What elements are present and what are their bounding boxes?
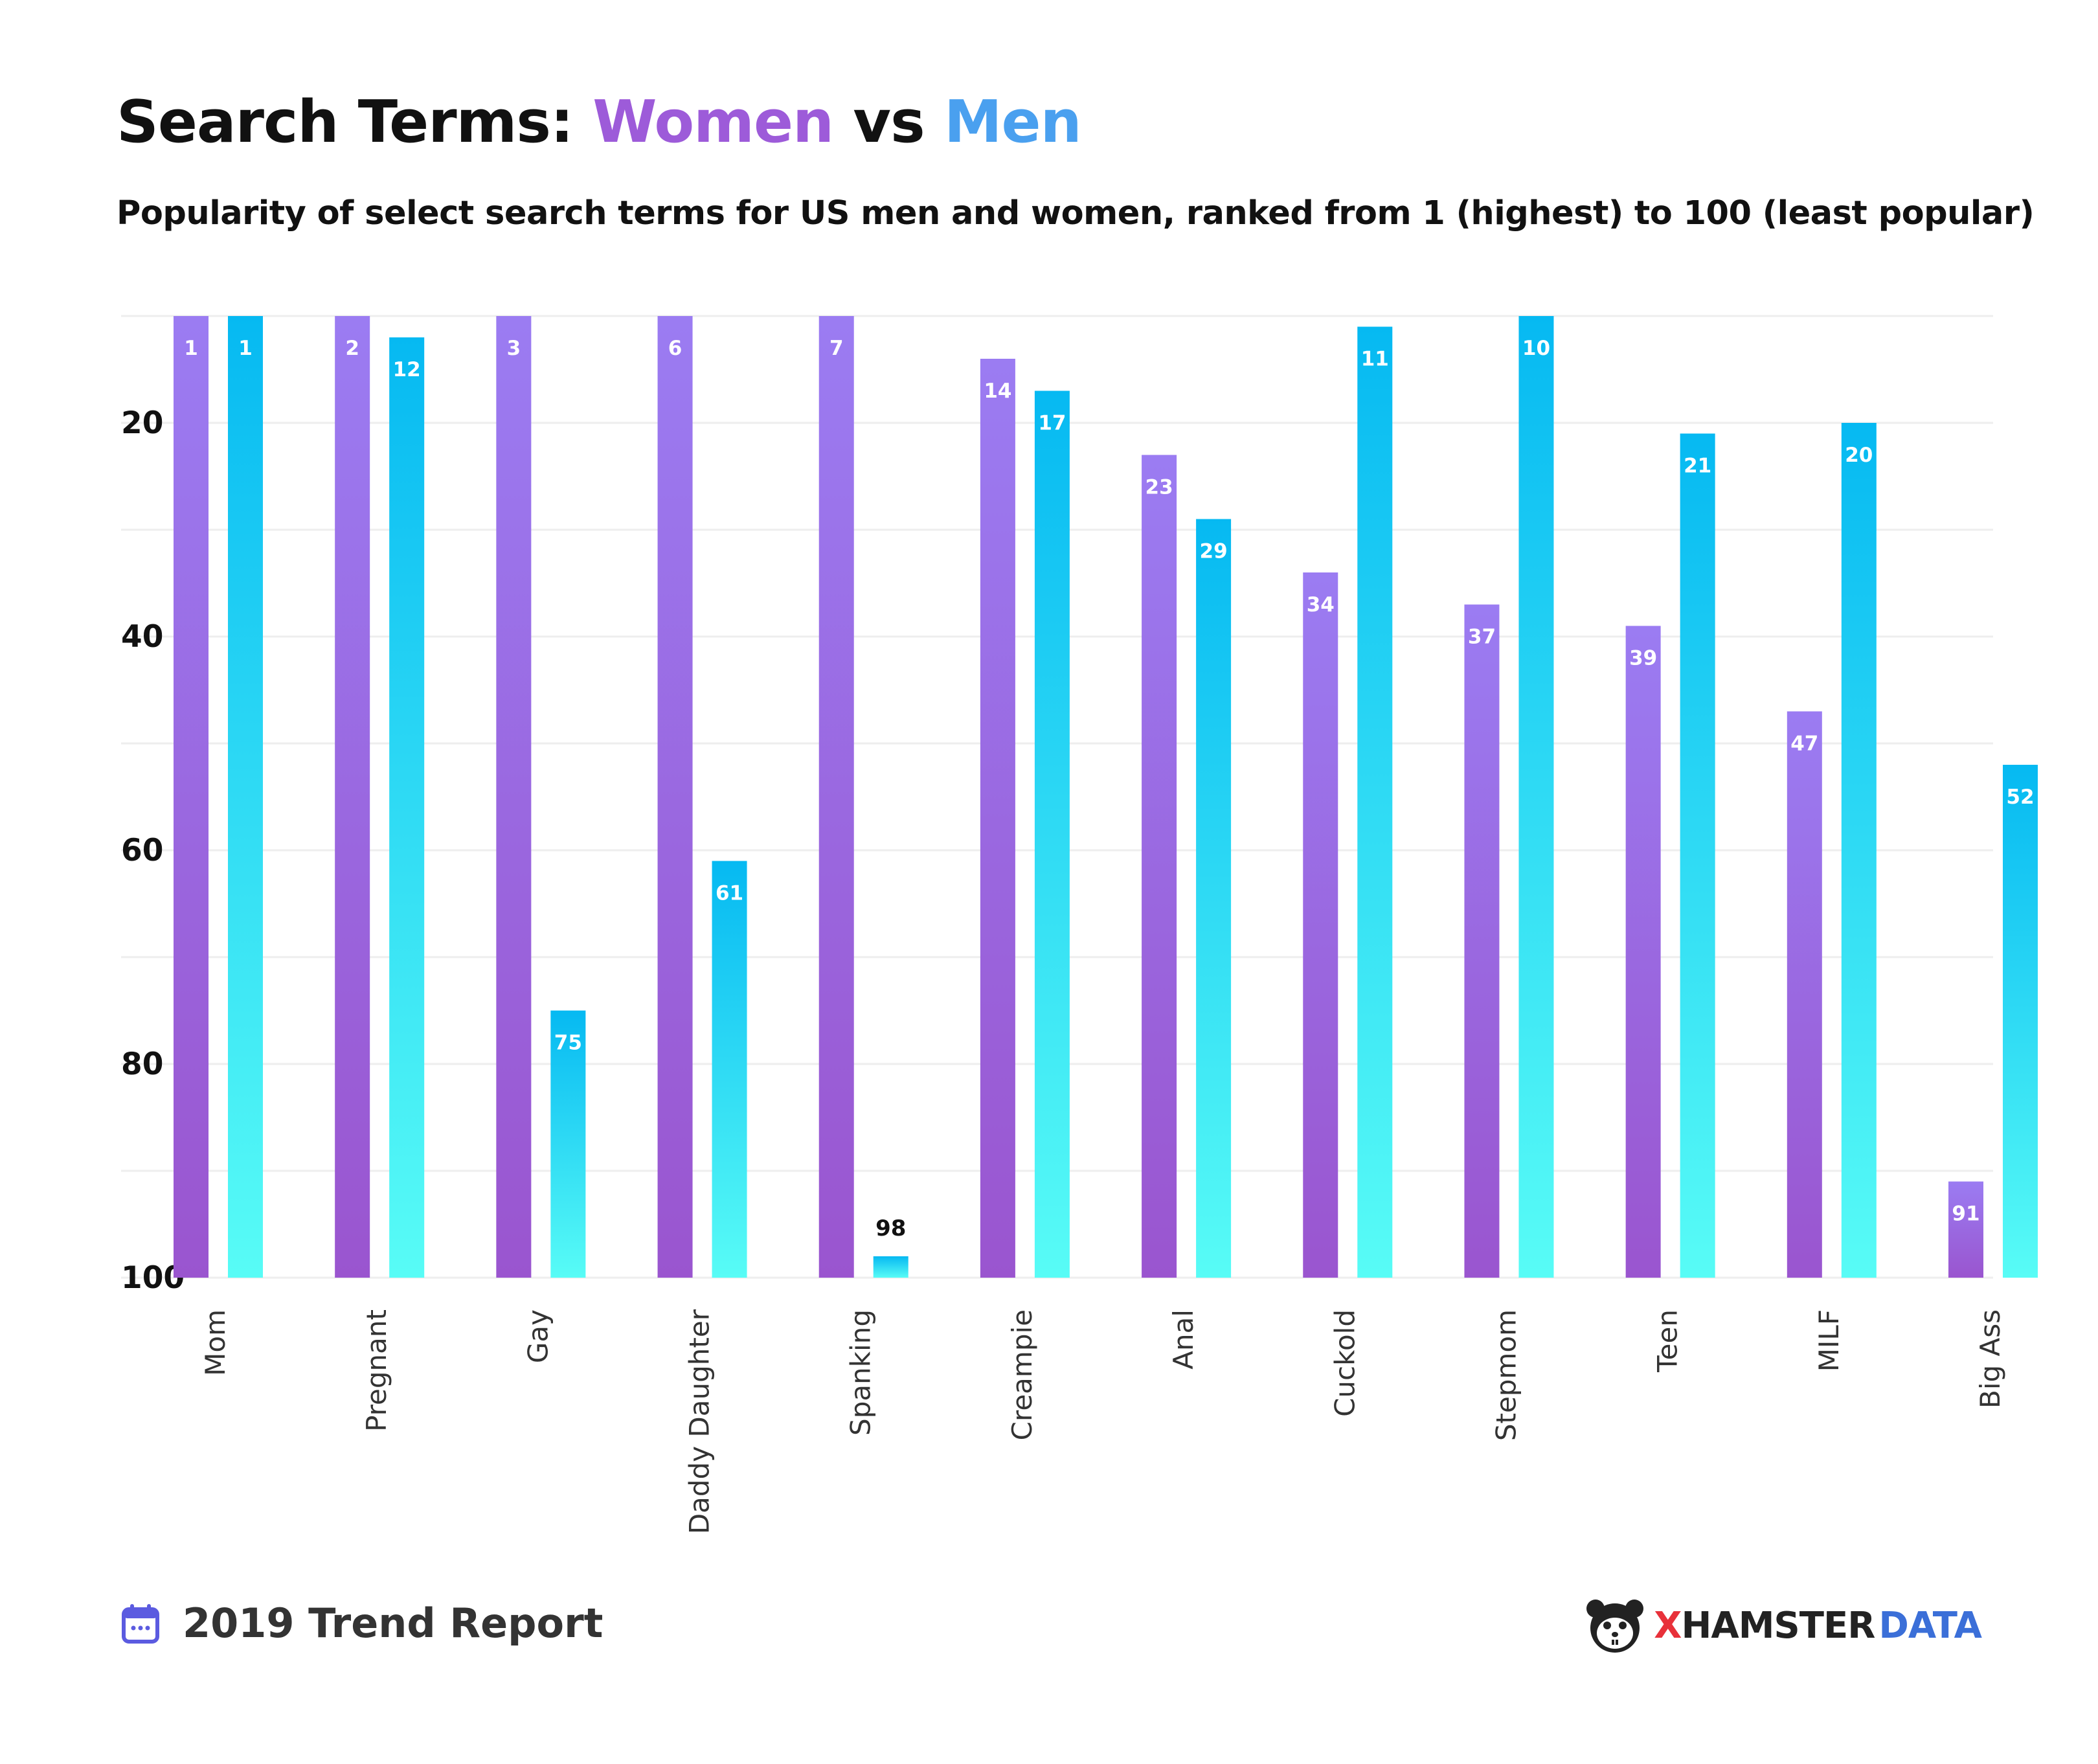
bar-women-pregnant xyxy=(335,316,370,1278)
title-women: Women xyxy=(592,88,834,156)
bar-men-creampie xyxy=(1034,390,1070,1278)
data-label: 39 xyxy=(1629,647,1657,670)
bar-women-daddy-daughter xyxy=(657,316,693,1278)
bar-men-big-ass xyxy=(2003,765,2038,1278)
x-tick-label: Stepmom xyxy=(1490,1309,1522,1441)
bar-men-stepmom xyxy=(1518,316,1554,1278)
data-label: 75 xyxy=(554,1032,582,1055)
y-tick-label: 40 xyxy=(121,619,163,655)
report-label: 2019 Trend Report xyxy=(122,1600,603,1647)
data-label: 98 xyxy=(875,1216,906,1241)
bar-women-mom xyxy=(174,316,209,1278)
hamster-icon xyxy=(1586,1600,1644,1653)
data-label: 52 xyxy=(2006,786,2034,809)
data-label: 37 xyxy=(1468,626,1496,649)
data-label: 61 xyxy=(716,882,743,905)
data-label: 1 xyxy=(238,337,253,360)
y-tick-label: 80 xyxy=(121,1046,163,1082)
chart-title: Search Terms: Women vs Men xyxy=(117,88,1082,156)
bar-men-pregnant xyxy=(389,337,425,1278)
x-axis-labels: Mom Pregnant Gay Daddy Daughter Spanking Crea… xyxy=(199,1309,2006,1534)
data-label: 7 xyxy=(829,337,844,360)
bar-men-gay xyxy=(550,1010,586,1278)
data-label: 11 xyxy=(1361,348,1389,371)
bar-men-daddy-daughter xyxy=(712,861,747,1278)
data-label: 10 xyxy=(1522,337,1550,360)
title-prefix: Search Terms: xyxy=(117,88,593,156)
x-tick-label: MILF xyxy=(1813,1309,1845,1372)
x-tick-label: Pregnant xyxy=(361,1309,392,1432)
bar-women-cuckold xyxy=(1303,572,1338,1278)
x-tick-label: Spanking xyxy=(845,1309,877,1436)
x-tick-label: Daddy Daughter xyxy=(684,1309,716,1534)
brand-data: DATA xyxy=(1878,1604,1982,1647)
data-label: 91 xyxy=(1952,1203,1980,1226)
title-vs: vs xyxy=(833,88,944,156)
bar-men-milf xyxy=(1841,423,1877,1278)
brand-hamster: HAMSTER xyxy=(1681,1604,1875,1647)
x-tick-label: Big Ass xyxy=(1974,1309,2006,1408)
bar-women-anal xyxy=(1142,455,1177,1278)
data-label: 34 xyxy=(1307,593,1335,616)
bar-men-teen xyxy=(1680,433,1715,1278)
data-label: 29 xyxy=(1200,540,1228,563)
calendar-icon xyxy=(122,1603,159,1644)
data-label: 14 xyxy=(984,379,1011,403)
data-label: 2 xyxy=(345,337,359,360)
bars: 1 1 21237566179814172329341137103921472091… xyxy=(174,316,2038,1278)
title-men: Men xyxy=(943,88,1082,156)
data-label: 47 xyxy=(1790,732,1818,756)
x-tick-label: Mom xyxy=(199,1309,231,1376)
data-label: 12 xyxy=(393,358,421,381)
chart-subtitle: Popularity of select search terms for US… xyxy=(117,194,2035,232)
brand-x: X xyxy=(1654,1604,1682,1647)
x-tick-label: Anal xyxy=(1167,1309,1199,1370)
data-label: 23 xyxy=(1145,476,1173,499)
data-label: 3 xyxy=(507,337,521,360)
report-title: 2019 Trend Report xyxy=(183,1600,603,1647)
bar-women-big-ass xyxy=(1948,1181,1983,1278)
x-tick-label: Cuckold xyxy=(1329,1309,1360,1417)
data-label: 20 xyxy=(1845,444,1873,467)
bar-women-teen xyxy=(1625,626,1661,1278)
bar-men-mom xyxy=(228,316,263,1278)
bar-women-creampie xyxy=(980,359,1015,1278)
data-label: 1 xyxy=(184,337,198,360)
bar-men-spanking xyxy=(873,1256,908,1278)
data-label: 17 xyxy=(1038,412,1066,435)
y-tick-label: 60 xyxy=(121,833,163,868)
bar-women-milf xyxy=(1787,711,1822,1278)
x-tick-label: Gay xyxy=(522,1309,554,1363)
bar-men-anal xyxy=(1196,519,1232,1278)
x-tick-label: Creampie xyxy=(1006,1309,1038,1440)
data-label: 21 xyxy=(1684,455,1711,478)
brand-logo: X HAMSTER DATA xyxy=(1584,1594,1982,1657)
x-tick-label: Teen xyxy=(1652,1309,1684,1373)
bar-women-stepmom xyxy=(1464,604,1500,1278)
bar-men-cuckold xyxy=(1357,326,1393,1278)
bar-women-spanking xyxy=(818,316,854,1278)
bar-women-gay xyxy=(496,316,532,1278)
y-tick-label: 20 xyxy=(121,405,163,441)
data-label: 6 xyxy=(668,337,682,360)
